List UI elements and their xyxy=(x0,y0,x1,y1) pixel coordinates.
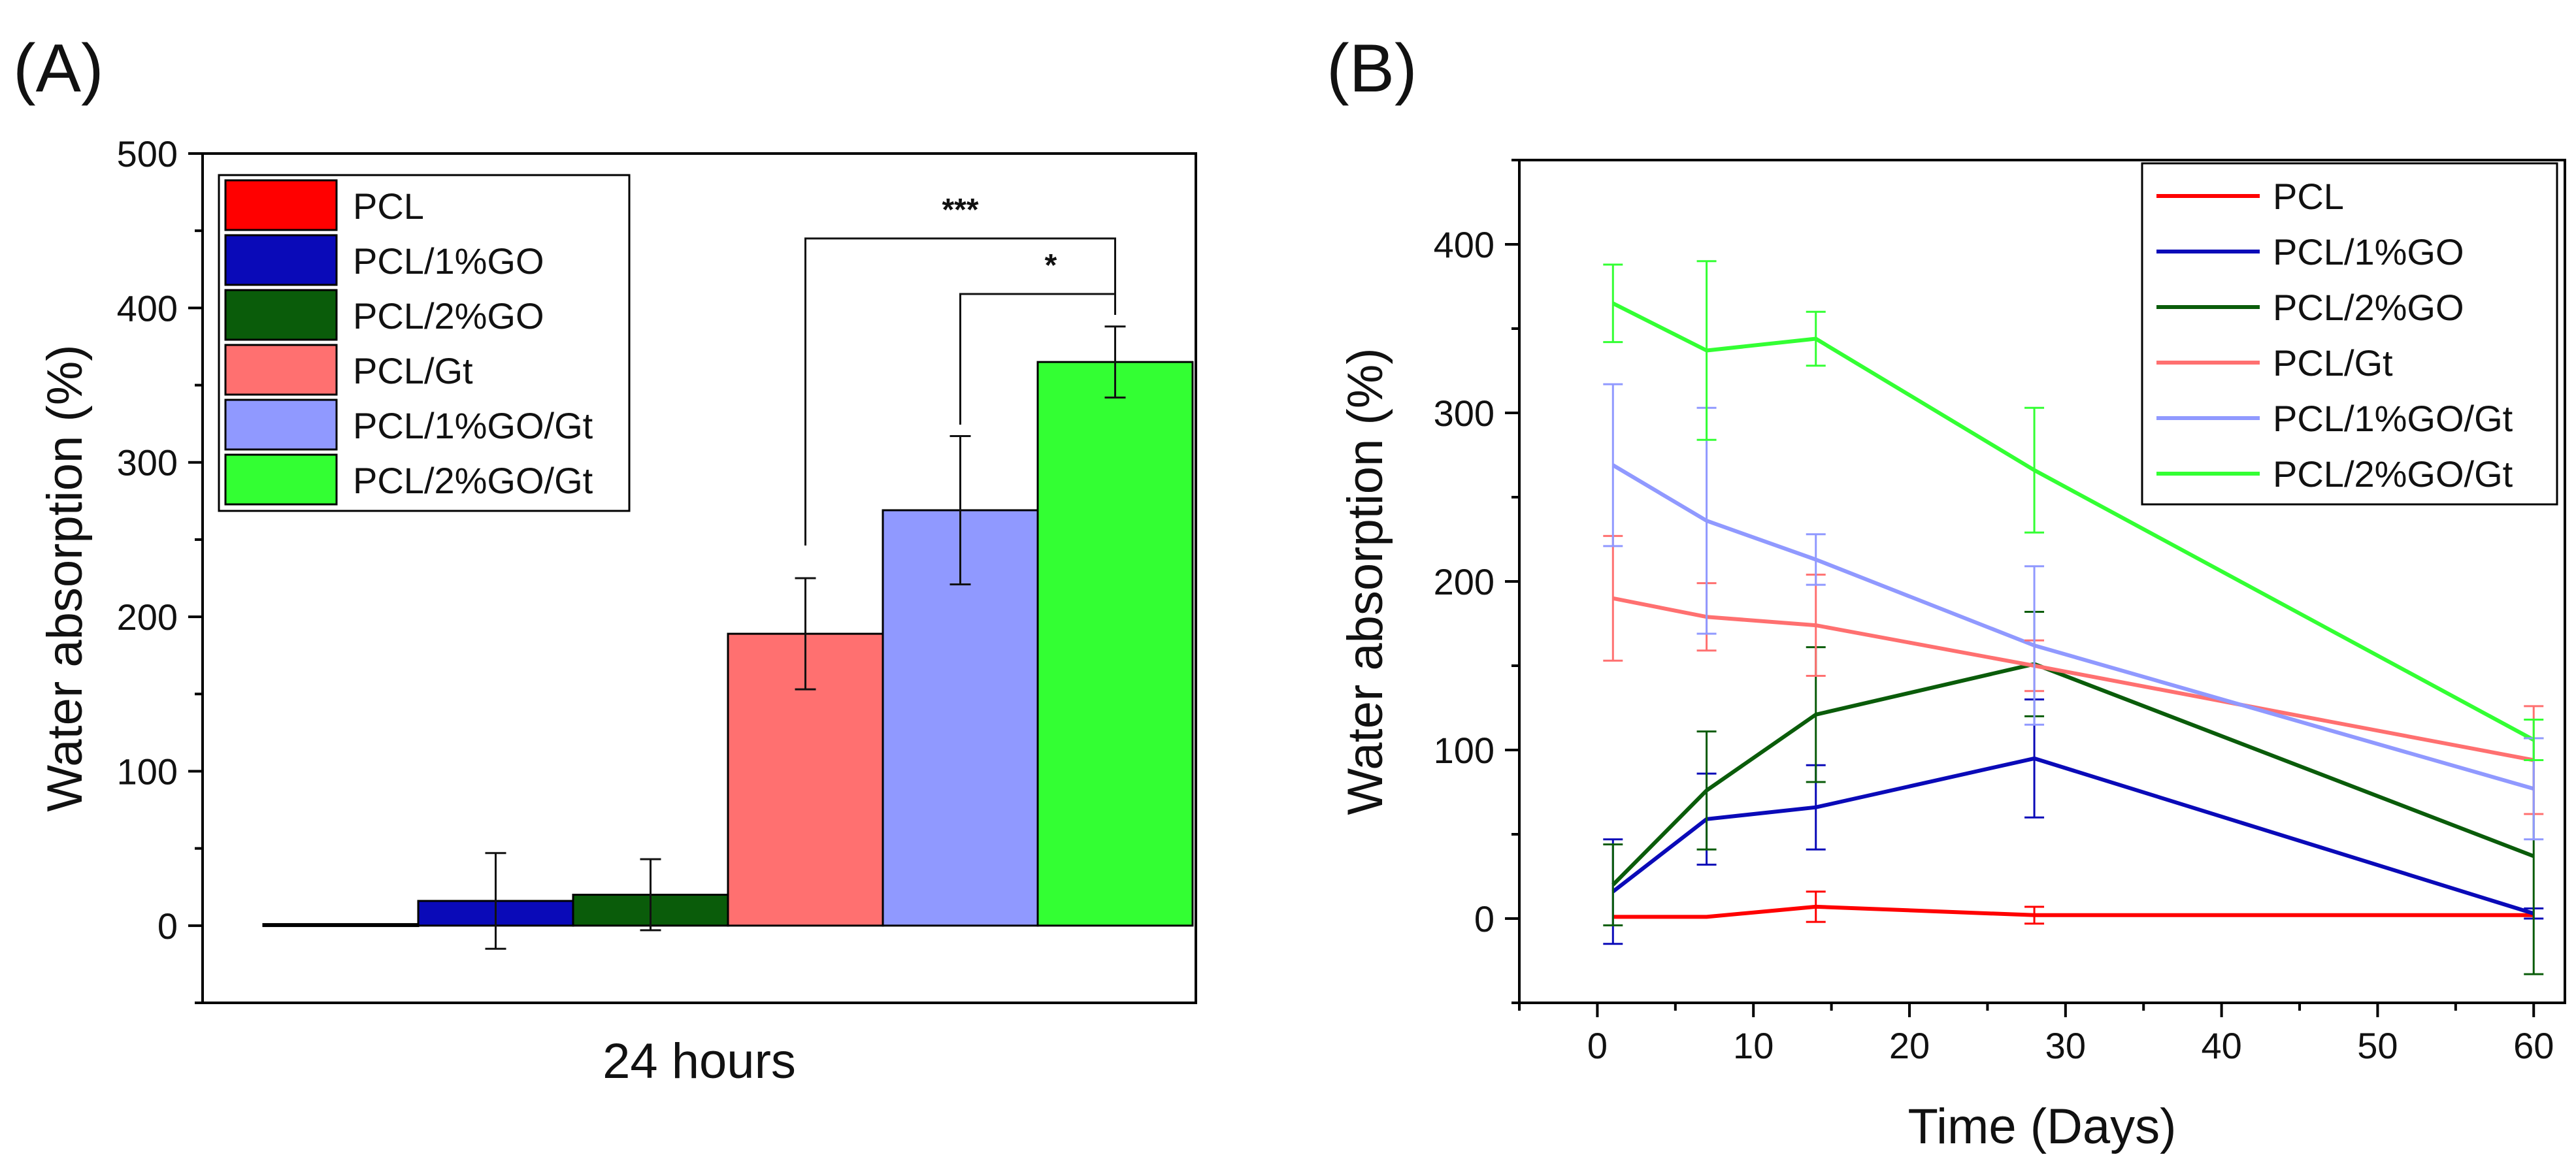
legend-label-pcl-gt: PCL/Gt xyxy=(353,350,473,391)
legend-label-pcl-2pctgo: PCL/2%GO xyxy=(2273,287,2464,328)
significance-label: * xyxy=(1045,248,1057,283)
legend-swatch-pcl-1pctgo xyxy=(224,234,338,286)
legend-label-pcl: PCL xyxy=(2273,176,2344,217)
panel-a-significance: **** xyxy=(804,193,1116,546)
y-tick-label: 400 xyxy=(117,287,178,329)
legend-label-pcl: PCL xyxy=(353,186,424,227)
y-tick-label: 100 xyxy=(1434,730,1494,771)
panel-a-error-bars xyxy=(485,325,1126,950)
legend-swatch-pcl-1pctgo-gt xyxy=(224,399,338,451)
y-tick-label: 500 xyxy=(117,133,178,174)
line-pcl xyxy=(1613,904,2534,919)
x-tick-label: 30 xyxy=(2045,1025,2086,1066)
x-tick-label: 10 xyxy=(1733,1025,1774,1066)
panel-b-y-ticks: 0 100 200 300 400 xyxy=(1434,159,1519,1004)
x-tick-label: 60 xyxy=(2513,1025,2554,1066)
y-tick-label: 0 xyxy=(1474,898,1494,939)
panel-b: (B) 0 10 20 30 40 50 60 0 100 200 300 400 PCL PCL/1… xyxy=(1327,31,2566,1154)
panel-a-plot-frame xyxy=(201,152,1197,1004)
legend-swatch-pcl-gt xyxy=(224,344,338,396)
panel-b-x-ticks: 0 10 20 30 40 50 60 xyxy=(1518,1003,2554,1066)
panel-b-legend: PCL PCL/1%GO PCL/2%GO PCL/Gt PCL/1%GO/Gt PCL/… xyxy=(2141,162,2558,506)
legend-label-pcl-1pctgo-gt: PCL/1%GO/Gt xyxy=(353,405,593,446)
significance-label: *** xyxy=(942,193,978,227)
panel-a-y-axis-label: Water absorption (%) xyxy=(37,344,93,811)
x-tick-label: 50 xyxy=(2357,1025,2398,1066)
legend-label-pcl-1pctgo: PCL/1%GO xyxy=(2273,231,2464,272)
y-tick-label: 100 xyxy=(117,751,178,792)
legend-label-pcl-2pctgo-gt: PCL/2%GO/Gt xyxy=(2273,453,2513,495)
panel-b-y-axis-label: Water absorption (%) xyxy=(1338,348,1393,815)
panel-b-label: (B) xyxy=(1327,31,1417,106)
line-pcl-2pctgo xyxy=(1611,662,2535,887)
y-tick-label: 400 xyxy=(1434,224,1494,265)
legend-label-pcl-1pctgo-gt: PCL/1%GO/Gt xyxy=(2273,398,2513,439)
panel-b-error-bars xyxy=(1603,260,2544,975)
significance-bracket xyxy=(804,237,1116,546)
y-tick-label: 300 xyxy=(1434,393,1494,434)
y-tick-label: 200 xyxy=(117,596,178,638)
bar-pcl xyxy=(262,922,420,927)
legend-label-pcl-gt: PCL/Gt xyxy=(2273,342,2393,383)
panel-a-y-ticks: 0 100 200 300 400 500 xyxy=(117,133,203,1004)
legend-label-pcl-2pctgo-gt: PCL/2%GO/Gt xyxy=(353,460,593,501)
legend-label-pcl-2pctgo: PCL/2%GO xyxy=(353,295,544,336)
line-pcl-1pctgo-gt xyxy=(1611,463,2535,791)
x-tick-label: 40 xyxy=(2201,1025,2241,1066)
panel-a-x-axis-label: 24 hours xyxy=(603,1034,796,1089)
panel-a-label: (A) xyxy=(13,31,104,106)
significance-bracket xyxy=(959,293,1116,425)
y-tick-label: 0 xyxy=(157,905,178,947)
panel-b-x-axis-label: Time (Days) xyxy=(1908,1099,2177,1154)
legend-swatch-pcl-2pctgo xyxy=(224,289,338,341)
legend-box xyxy=(2141,162,2558,506)
x-tick-label: 20 xyxy=(1889,1025,1930,1066)
legend-swatch-pcl xyxy=(224,179,338,231)
x-tick-label: 0 xyxy=(1587,1025,1608,1066)
line-pcl-1pctgo xyxy=(1611,756,2535,916)
y-tick-label: 300 xyxy=(117,442,178,483)
legend-label-pcl-1pctgo: PCL/1%GO xyxy=(353,240,544,282)
bar-pcl-2pctgo-gt xyxy=(1036,361,1194,927)
y-tick-label: 200 xyxy=(1434,561,1494,602)
panel-a-legend: PCL PCL/1%GO PCL/2%GO PCL/Gt PCL/1%GO/Gt PCL/… xyxy=(218,174,631,512)
legend-swatch-pcl-2pctgo-gt xyxy=(224,453,338,506)
